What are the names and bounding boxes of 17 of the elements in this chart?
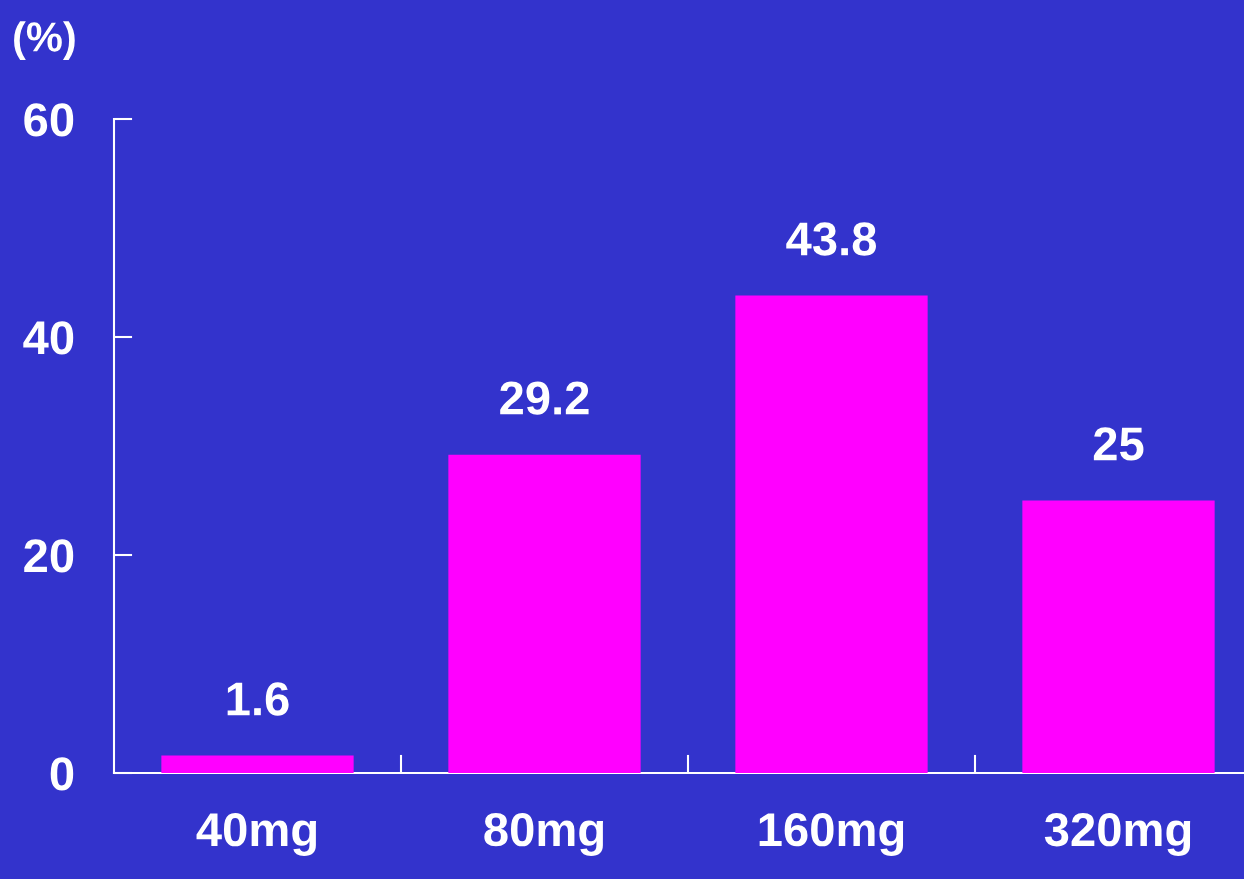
- bar: [1022, 500, 1215, 773]
- x-tick-label: 320mg: [1044, 812, 1191, 856]
- y-axis-title: (%): [14, 21, 75, 60]
- x-tick-label: 80mg: [484, 812, 604, 856]
- x-tick-label: 160mg: [759, 812, 904, 856]
- bar: [735, 295, 928, 773]
- data-label: 43.8: [786, 222, 877, 256]
- y-tick-label: 20: [24, 539, 74, 573]
- y-tick-label: 0: [50, 757, 74, 791]
- data-label: 29.2: [500, 381, 589, 415]
- bar: [448, 454, 641, 773]
- x-tick-label: 40mg: [196, 812, 317, 856]
- y-tick-label: 40: [23, 321, 74, 355]
- y-tick-label: 60: [24, 103, 74, 137]
- data-label: 25: [1093, 427, 1144, 461]
- bar: [161, 755, 354, 773]
- data-label: 1.6: [227, 682, 289, 716]
